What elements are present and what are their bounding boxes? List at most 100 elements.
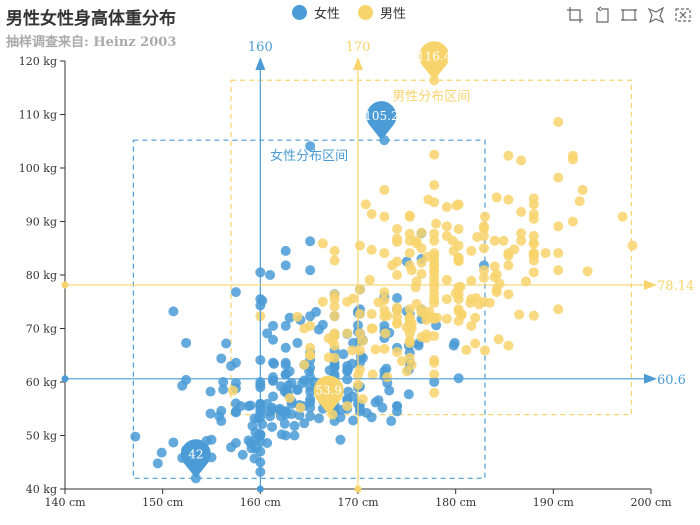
lasso-select-icon[interactable] xyxy=(647,6,665,24)
mark-point-pin-female xyxy=(180,439,211,479)
data-point-female xyxy=(280,245,291,256)
data-point-male xyxy=(342,328,353,339)
data-point-female xyxy=(230,437,241,448)
data-point-male xyxy=(382,372,393,383)
data-point-female xyxy=(317,319,328,330)
data-point-female xyxy=(243,401,254,412)
data-point-female xyxy=(377,402,388,413)
data-point-male xyxy=(392,223,403,234)
data-point-male xyxy=(416,257,427,268)
data-point-male xyxy=(305,350,316,361)
data-point-female xyxy=(230,406,241,417)
data-point-male xyxy=(379,248,390,259)
data-point-male xyxy=(528,193,539,204)
data-point-female xyxy=(156,447,167,458)
data-point-male xyxy=(416,243,427,254)
data-point-male xyxy=(360,199,371,210)
legend-item-male[interactable]: 男性 xyxy=(358,3,406,22)
data-point-male xyxy=(404,248,415,259)
y-tick-label: 80 kg xyxy=(26,269,57,282)
data-point-female xyxy=(247,420,258,431)
data-point-male xyxy=(404,304,415,315)
data-point-male xyxy=(478,265,489,276)
mark-area-female xyxy=(132,139,486,479)
data-point-female xyxy=(392,293,403,304)
data-point-male xyxy=(329,289,340,300)
y-tick-label: 70 kg xyxy=(26,323,57,336)
data-point-male xyxy=(567,216,578,227)
data-point-female xyxy=(348,391,359,402)
mark-point-label-male: 116.4 xyxy=(417,49,452,63)
data-point-male xyxy=(528,238,539,249)
data-point-male xyxy=(479,345,490,356)
data-point-male xyxy=(329,352,340,363)
data-point-female xyxy=(448,340,459,351)
data-point-male xyxy=(404,260,415,271)
mark-line-label-female: 60.6 xyxy=(657,373,686,388)
y-tick-label: 50 kg xyxy=(26,430,57,443)
data-point-female xyxy=(265,270,276,280)
data-point-female xyxy=(305,372,316,383)
data-point-male xyxy=(574,196,585,207)
data-point-male xyxy=(379,287,390,298)
data-point-male xyxy=(404,318,415,329)
data-point-female xyxy=(338,349,349,360)
data-point-male xyxy=(528,310,539,321)
data-point-male xyxy=(357,394,368,405)
clear-select-icon[interactable] xyxy=(674,6,692,24)
data-point-male xyxy=(453,306,464,317)
data-point-male xyxy=(317,238,328,249)
data-point-male xyxy=(470,312,481,323)
legend-item-female[interactable]: 女性 xyxy=(292,3,340,22)
data-point-female xyxy=(264,406,275,417)
data-point-male xyxy=(392,233,403,244)
data-point-male xyxy=(478,296,489,307)
data-point-male xyxy=(478,243,489,254)
data-point-female xyxy=(305,394,316,405)
data-point-male xyxy=(396,356,407,367)
x-tick-label: 200 cm xyxy=(630,496,672,509)
data-point-female xyxy=(280,430,291,441)
data-point-male xyxy=(370,344,381,355)
data-point-male xyxy=(453,282,464,293)
legend-label-male: 男性 xyxy=(380,7,407,22)
data-point-male xyxy=(404,328,415,339)
data-point-female xyxy=(206,434,217,445)
data-point-female xyxy=(292,337,303,348)
data-point-male xyxy=(380,328,391,339)
data-point-female xyxy=(313,413,324,424)
rect-zoom-icon[interactable] xyxy=(566,6,584,24)
data-point-female xyxy=(243,435,254,446)
data-point-male xyxy=(295,402,306,413)
data-point-male xyxy=(364,274,375,285)
data-point-male xyxy=(466,320,477,331)
rect-select-icon[interactable] xyxy=(620,6,638,24)
data-point-male xyxy=(329,301,340,312)
data-point-male xyxy=(577,184,588,195)
data-point-female xyxy=(152,458,163,469)
data-point-male xyxy=(357,335,368,346)
data-point-male xyxy=(392,318,403,329)
data-point-male xyxy=(429,312,440,323)
zoom-reset-icon[interactable] xyxy=(593,6,611,24)
y-tick-label: 60 kg xyxy=(26,376,57,389)
data-point-male xyxy=(503,289,514,300)
data-point-male xyxy=(354,345,365,356)
mark-line-label-male: 78.14 xyxy=(657,279,694,294)
data-point-female xyxy=(216,405,227,416)
data-point-female xyxy=(305,386,316,397)
data-point-male xyxy=(392,270,403,280)
data-point-male xyxy=(429,330,440,341)
x-tick-label: 160 cm xyxy=(240,496,282,509)
data-point-male xyxy=(503,194,514,205)
mark-point-label-female: 42 xyxy=(188,447,203,461)
data-point-male xyxy=(441,313,452,324)
data-point-female xyxy=(218,384,229,395)
data-point-male xyxy=(553,248,564,259)
x-tick-label: 140 cm xyxy=(44,496,86,509)
mark-point-label-male: 53.9 xyxy=(315,384,342,398)
data-point-male xyxy=(528,248,539,259)
mark-line-arrow-female xyxy=(255,57,266,70)
data-point-male xyxy=(299,359,310,370)
data-point-male xyxy=(491,192,502,203)
